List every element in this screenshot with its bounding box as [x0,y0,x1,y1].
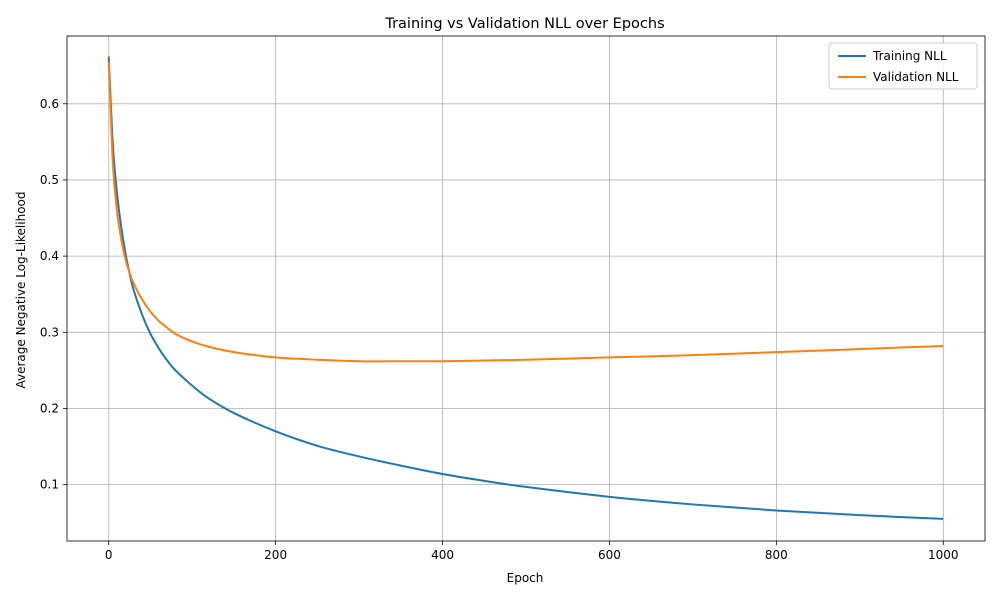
legend-label-validation: Validation NLL [873,70,959,84]
x-tick-label: 600 [598,548,621,562]
x-tick-label: 0 [105,548,113,562]
y-tick-label: 0.3 [40,325,59,339]
series-line-validation [107,61,944,363]
legend-label-training: Training NLL [872,49,947,63]
y-tick-label: 0.4 [40,249,59,263]
y-tick-label: 0.5 [40,173,59,187]
x-tick-label: 800 [765,548,788,562]
series-layer [107,56,944,520]
chart-title: Training vs Validation NLL over Epochs [384,16,664,32]
series-line-training [107,56,944,520]
y-tick-label: 0.1 [40,478,59,492]
ticks: 0 200 400 600 800 1000 0.1 0.2 0.3 0.4 0.5 0.6 [40,97,959,562]
y-tick-label: 0.6 [40,97,59,111]
x-tick-label: 400 [431,548,454,562]
plot-frame [66,35,986,542]
y-axis-label: Average Negative Log-Likelihood [14,191,28,388]
x-axis-label: Epoch [507,571,544,585]
x-tick-label: 1000 [928,548,959,562]
y-tick-label: 0.2 [40,401,59,415]
legend: Training NLL Validation NLL [828,42,978,90]
grid [67,36,985,541]
x-tick-label: 200 [264,548,287,562]
